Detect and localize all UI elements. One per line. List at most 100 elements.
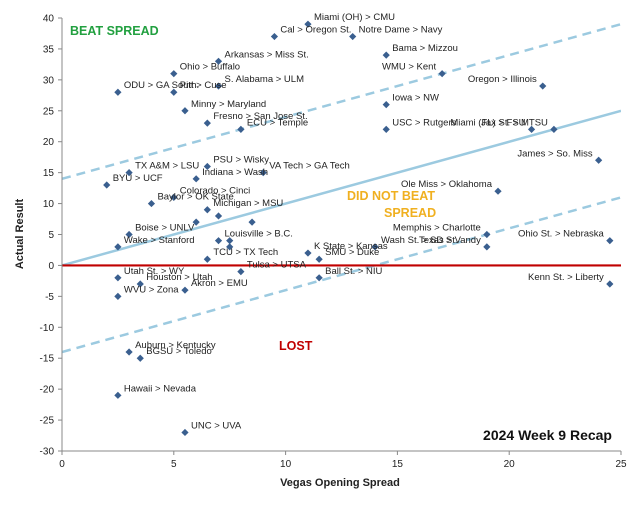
- point-label: Miami (OH) > CMU: [314, 12, 395, 23]
- x-tick-label: 5: [171, 459, 177, 470]
- point-label: Memphis > Charlotte: [393, 223, 481, 234]
- point-label: ECU > Temple: [247, 117, 308, 128]
- data-point: [114, 391, 122, 399]
- x-tick-label: 15: [392, 459, 404, 470]
- point-label: Pitt > Cuse: [180, 80, 227, 91]
- data-point: [214, 57, 223, 65]
- point-label: Wake > Stanford: [124, 235, 195, 246]
- point-label: BYU > UCF: [113, 173, 163, 184]
- data-point: [606, 280, 614, 288]
- data-point: [315, 255, 323, 263]
- data-point: [382, 125, 390, 133]
- data-point: [136, 280, 144, 288]
- recap-title: 2024 Week 9 Recap: [483, 427, 612, 443]
- point-label: ODU > GA South.: [124, 80, 199, 91]
- data-point: [550, 125, 558, 133]
- data-point: [170, 88, 178, 96]
- data-point: [125, 169, 133, 177]
- x-tick-label: 0: [59, 459, 65, 470]
- point-label: Kenn St. > Liberty: [528, 272, 604, 283]
- point-label: Wash St. > SD St.: [381, 235, 457, 246]
- reference-lines: [62, 22, 621, 354]
- data-point: [192, 175, 200, 183]
- point-label: Baylor > OK State: [157, 192, 233, 203]
- data-point: [203, 162, 211, 171]
- data-point: [304, 249, 312, 257]
- point-label: Auburn > Kentucky: [135, 340, 216, 351]
- x-tick-label: 25: [615, 459, 627, 470]
- point-label: Hawaii > Nevada: [124, 383, 197, 394]
- y-tick-label: 10: [43, 199, 55, 210]
- data-point: [226, 237, 234, 245]
- data-point: [606, 237, 614, 245]
- point-label: Boise > UNLV: [135, 223, 195, 234]
- point-label: Fresno > San Jose St.: [213, 111, 307, 122]
- y-tick-label: 25: [43, 106, 55, 117]
- data-point: [304, 20, 312, 28]
- point-label: Ball St. > NIU: [325, 266, 382, 277]
- data-point: [371, 243, 379, 251]
- data-point: [226, 243, 234, 251]
- y-axis-title: Actual Result: [14, 199, 26, 270]
- data-point: [237, 268, 245, 276]
- data-point: [349, 32, 357, 41]
- y-tick-label: -20: [40, 385, 55, 396]
- data-point: [214, 82, 223, 90]
- point-label: Ohio St. > Nebraska: [518, 229, 605, 240]
- data-point: [170, 70, 178, 78]
- data-point: [181, 286, 189, 294]
- data-point: [259, 169, 267, 177]
- data-point: [539, 82, 547, 90]
- data-point: [192, 218, 200, 226]
- point-label: TCU > TX Tech: [213, 247, 278, 258]
- reference-line-upper-band: [62, 22, 621, 181]
- data-point: [483, 243, 491, 251]
- point-label: Arkansas > Miss St.: [225, 49, 309, 60]
- point-label: Colorado > Cinci: [180, 185, 251, 196]
- data-point: [125, 230, 133, 239]
- point-label: WVU > Zona: [124, 284, 179, 295]
- point-label: Ole Miss > Oklahoma: [401, 179, 493, 190]
- data-point: [114, 243, 122, 251]
- point-label: Tulsa > UTSA: [247, 260, 307, 271]
- data-point: [181, 107, 189, 115]
- data-points: [103, 20, 614, 437]
- point-label: Jax St. > MTSU: [481, 117, 548, 128]
- y-tick-label: 15: [43, 168, 55, 179]
- point-label: Iowa > NW: [392, 93, 439, 104]
- y-tick-label: -25: [40, 416, 55, 427]
- data-point: [114, 292, 122, 300]
- data-point: [237, 125, 245, 133]
- point-label: Indiana > Wash: [202, 167, 268, 178]
- data-point: [315, 274, 323, 282]
- x-tick-label: 20: [504, 459, 516, 470]
- data-point: [203, 255, 211, 263]
- data-point: [527, 125, 536, 133]
- data-point: [181, 428, 189, 437]
- axes: 0 5 10 15 20 25 -30 -25 -20 -15 -10 -5 0 5 10 15 20 25 30 3…: [40, 14, 627, 471]
- data-point: [114, 274, 122, 282]
- point-label: VA Tech > GA Tech: [269, 161, 350, 172]
- point-label: Ohio > Buffalo: [180, 62, 240, 73]
- y-tick-label: 0: [48, 261, 54, 272]
- reference-line-spread: [62, 109, 621, 267]
- point-label: Bama > Mizzou: [392, 43, 458, 54]
- point-labels: Miami (OH) > CMU Cal > Oregon St. Notre Da…: [113, 12, 605, 431]
- annotation-did-not-beat: DID NOT BEAT: [347, 189, 435, 203]
- y-tick-label: 20: [43, 137, 55, 148]
- data-point: [483, 230, 491, 239]
- y-tick-label: 40: [43, 14, 55, 25]
- point-label: Michigan > MSU: [213, 198, 283, 209]
- data-point: [114, 88, 122, 96]
- point-label: PSU > Wisky: [213, 154, 269, 165]
- point-label: Akron > EMU: [191, 278, 248, 289]
- point-label: James > So. Miss: [517, 148, 592, 159]
- point-label: K State > Kansas: [314, 241, 388, 252]
- data-point: [270, 32, 279, 41]
- data-point: [136, 354, 144, 362]
- data-point: [170, 193, 178, 201]
- data-point: [248, 218, 256, 226]
- data-point: [214, 212, 223, 220]
- point-label: BGSU > Toledo: [146, 346, 212, 357]
